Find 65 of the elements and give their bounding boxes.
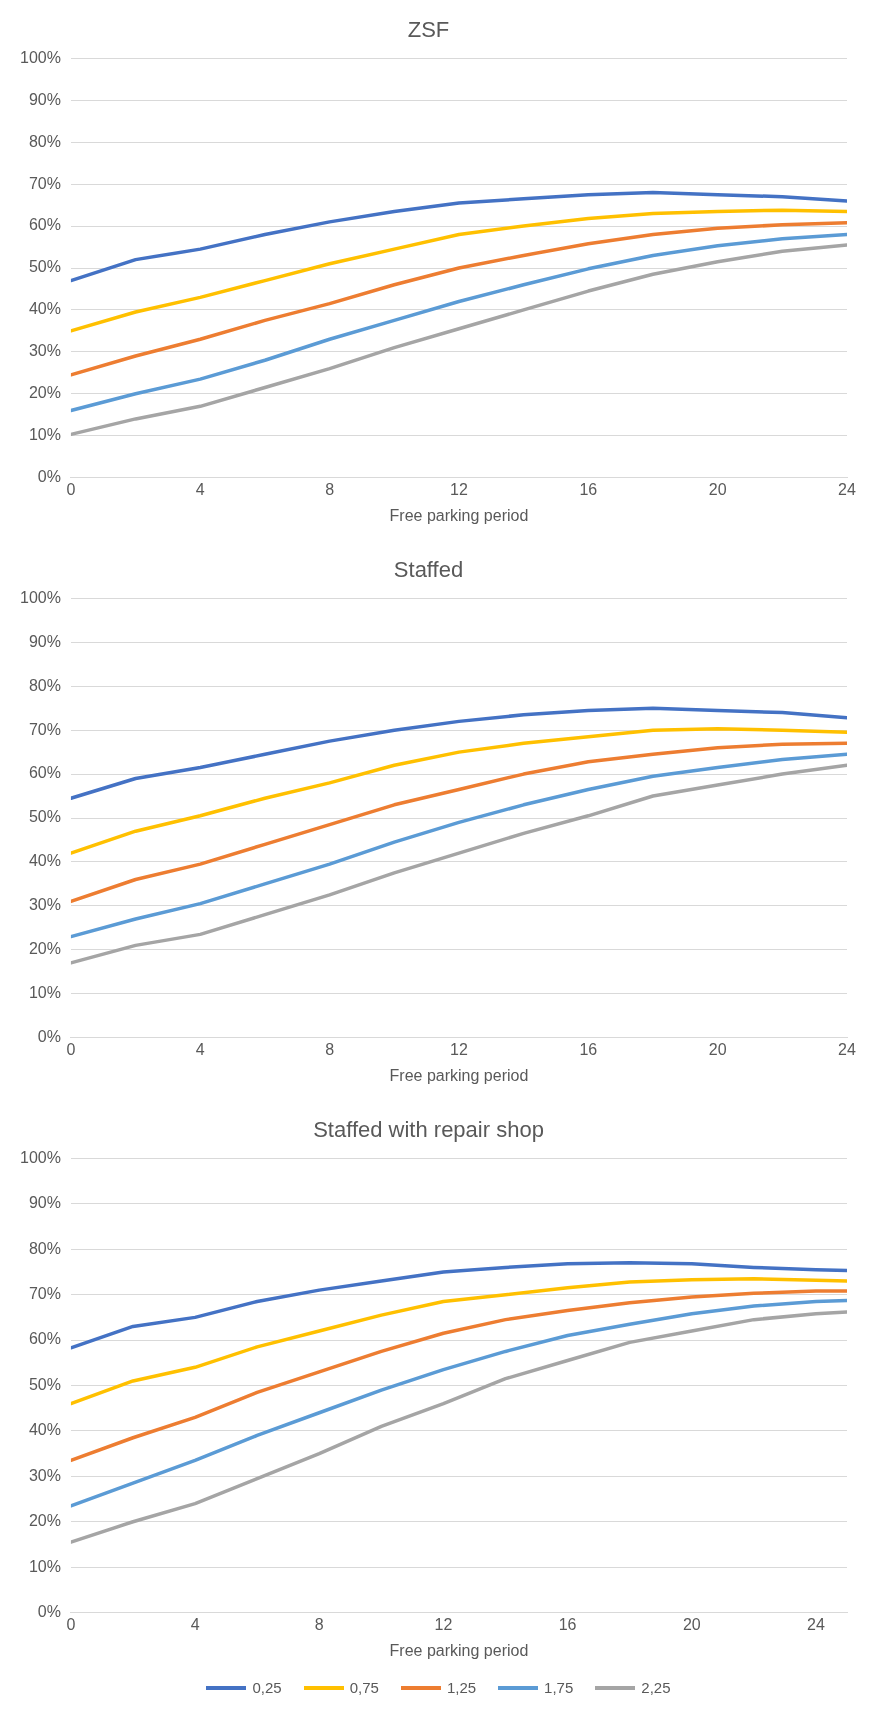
y-tick-label: 0% xyxy=(37,1603,61,1621)
y-tick-label: 90% xyxy=(28,632,61,650)
y-tick-label: 0% xyxy=(37,468,61,486)
x-tick-label: 20 xyxy=(708,480,727,498)
x-axis-title: Free parking period xyxy=(389,506,529,524)
y-tick-label: 40% xyxy=(28,852,61,870)
x-tick-label: 20 xyxy=(682,1615,701,1633)
y-tick-label: 20% xyxy=(28,384,61,402)
y-tick-label: 70% xyxy=(28,1285,61,1303)
y-tick-label: 50% xyxy=(28,808,61,826)
y-tick-label: 60% xyxy=(28,1330,61,1348)
y-tick-label: 30% xyxy=(28,896,61,914)
y-tick-label: 10% xyxy=(28,426,61,444)
y-tick-label: 100% xyxy=(20,48,61,66)
x-tick-label: 4 xyxy=(190,1615,200,1633)
y-tick-label: 50% xyxy=(28,1375,61,1393)
x-tick-label: 8 xyxy=(314,1615,324,1633)
x-tick-label: 12 xyxy=(450,1040,468,1058)
chart-title: Staffed xyxy=(393,557,464,583)
x-tick-label: 8 xyxy=(325,480,335,498)
x-tick-label: 24 xyxy=(838,480,856,498)
x-tick-label: 8 xyxy=(325,1040,335,1058)
y-tick-label: 100% xyxy=(20,588,61,606)
y-tick-label: 10% xyxy=(28,984,61,1002)
x-tick-label: 20 xyxy=(708,1040,727,1058)
y-tick-label: 60% xyxy=(28,764,61,782)
y-tick-label: 60% xyxy=(28,216,61,234)
y-tick-label: 30% xyxy=(28,342,61,360)
y-tick-label: 90% xyxy=(28,1194,61,1212)
x-tick-label: 0 xyxy=(66,1615,76,1633)
x-tick-label: 4 xyxy=(195,480,205,498)
x-tick-label: 24 xyxy=(838,1040,856,1058)
y-tick-label: 50% xyxy=(28,258,61,276)
y-tick-label: 40% xyxy=(28,300,61,318)
chart-title: ZSF xyxy=(407,17,450,43)
legend-label: 2,25 xyxy=(641,1679,671,1696)
y-tick-label: 70% xyxy=(28,174,61,192)
y-tick-label: 0% xyxy=(37,1028,61,1046)
y-tick-label: 80% xyxy=(28,132,61,150)
x-axis-title: Free parking period xyxy=(389,1641,529,1659)
legend-label: 1,25 xyxy=(446,1679,477,1696)
y-tick-label: 70% xyxy=(28,720,61,738)
y-tick-label: 20% xyxy=(28,940,61,958)
y-tick-label: 20% xyxy=(28,1512,61,1530)
legend-label: 1,75 xyxy=(544,1679,574,1696)
x-tick-label: 16 xyxy=(579,480,598,498)
x-tick-label: 16 xyxy=(579,1040,598,1058)
x-tick-label: 16 xyxy=(558,1615,577,1633)
y-tick-label: 30% xyxy=(28,1466,61,1484)
x-tick-label: 24 xyxy=(807,1615,825,1633)
y-tick-label: 80% xyxy=(28,1239,61,1257)
x-tick-label: 12 xyxy=(450,480,468,498)
x-tick-label: 4 xyxy=(195,1040,205,1058)
y-tick-label: 40% xyxy=(28,1421,61,1439)
y-tick-label: 80% xyxy=(28,676,61,694)
y-tick-label: 10% xyxy=(28,1557,61,1575)
x-tick-label: 12 xyxy=(434,1615,453,1633)
y-tick-label: 100% xyxy=(20,1148,61,1166)
y-tick-label: 90% xyxy=(28,90,61,108)
chart-title: Staffed with repair shop xyxy=(313,1117,544,1143)
x-tick-label: 0 xyxy=(66,480,76,498)
legend-label: 0,25 xyxy=(252,1679,282,1696)
x-tick-label: 0 xyxy=(66,1040,76,1058)
x-axis-title: Free parking period xyxy=(389,1066,529,1084)
legend-label: 0,75 xyxy=(349,1679,379,1696)
